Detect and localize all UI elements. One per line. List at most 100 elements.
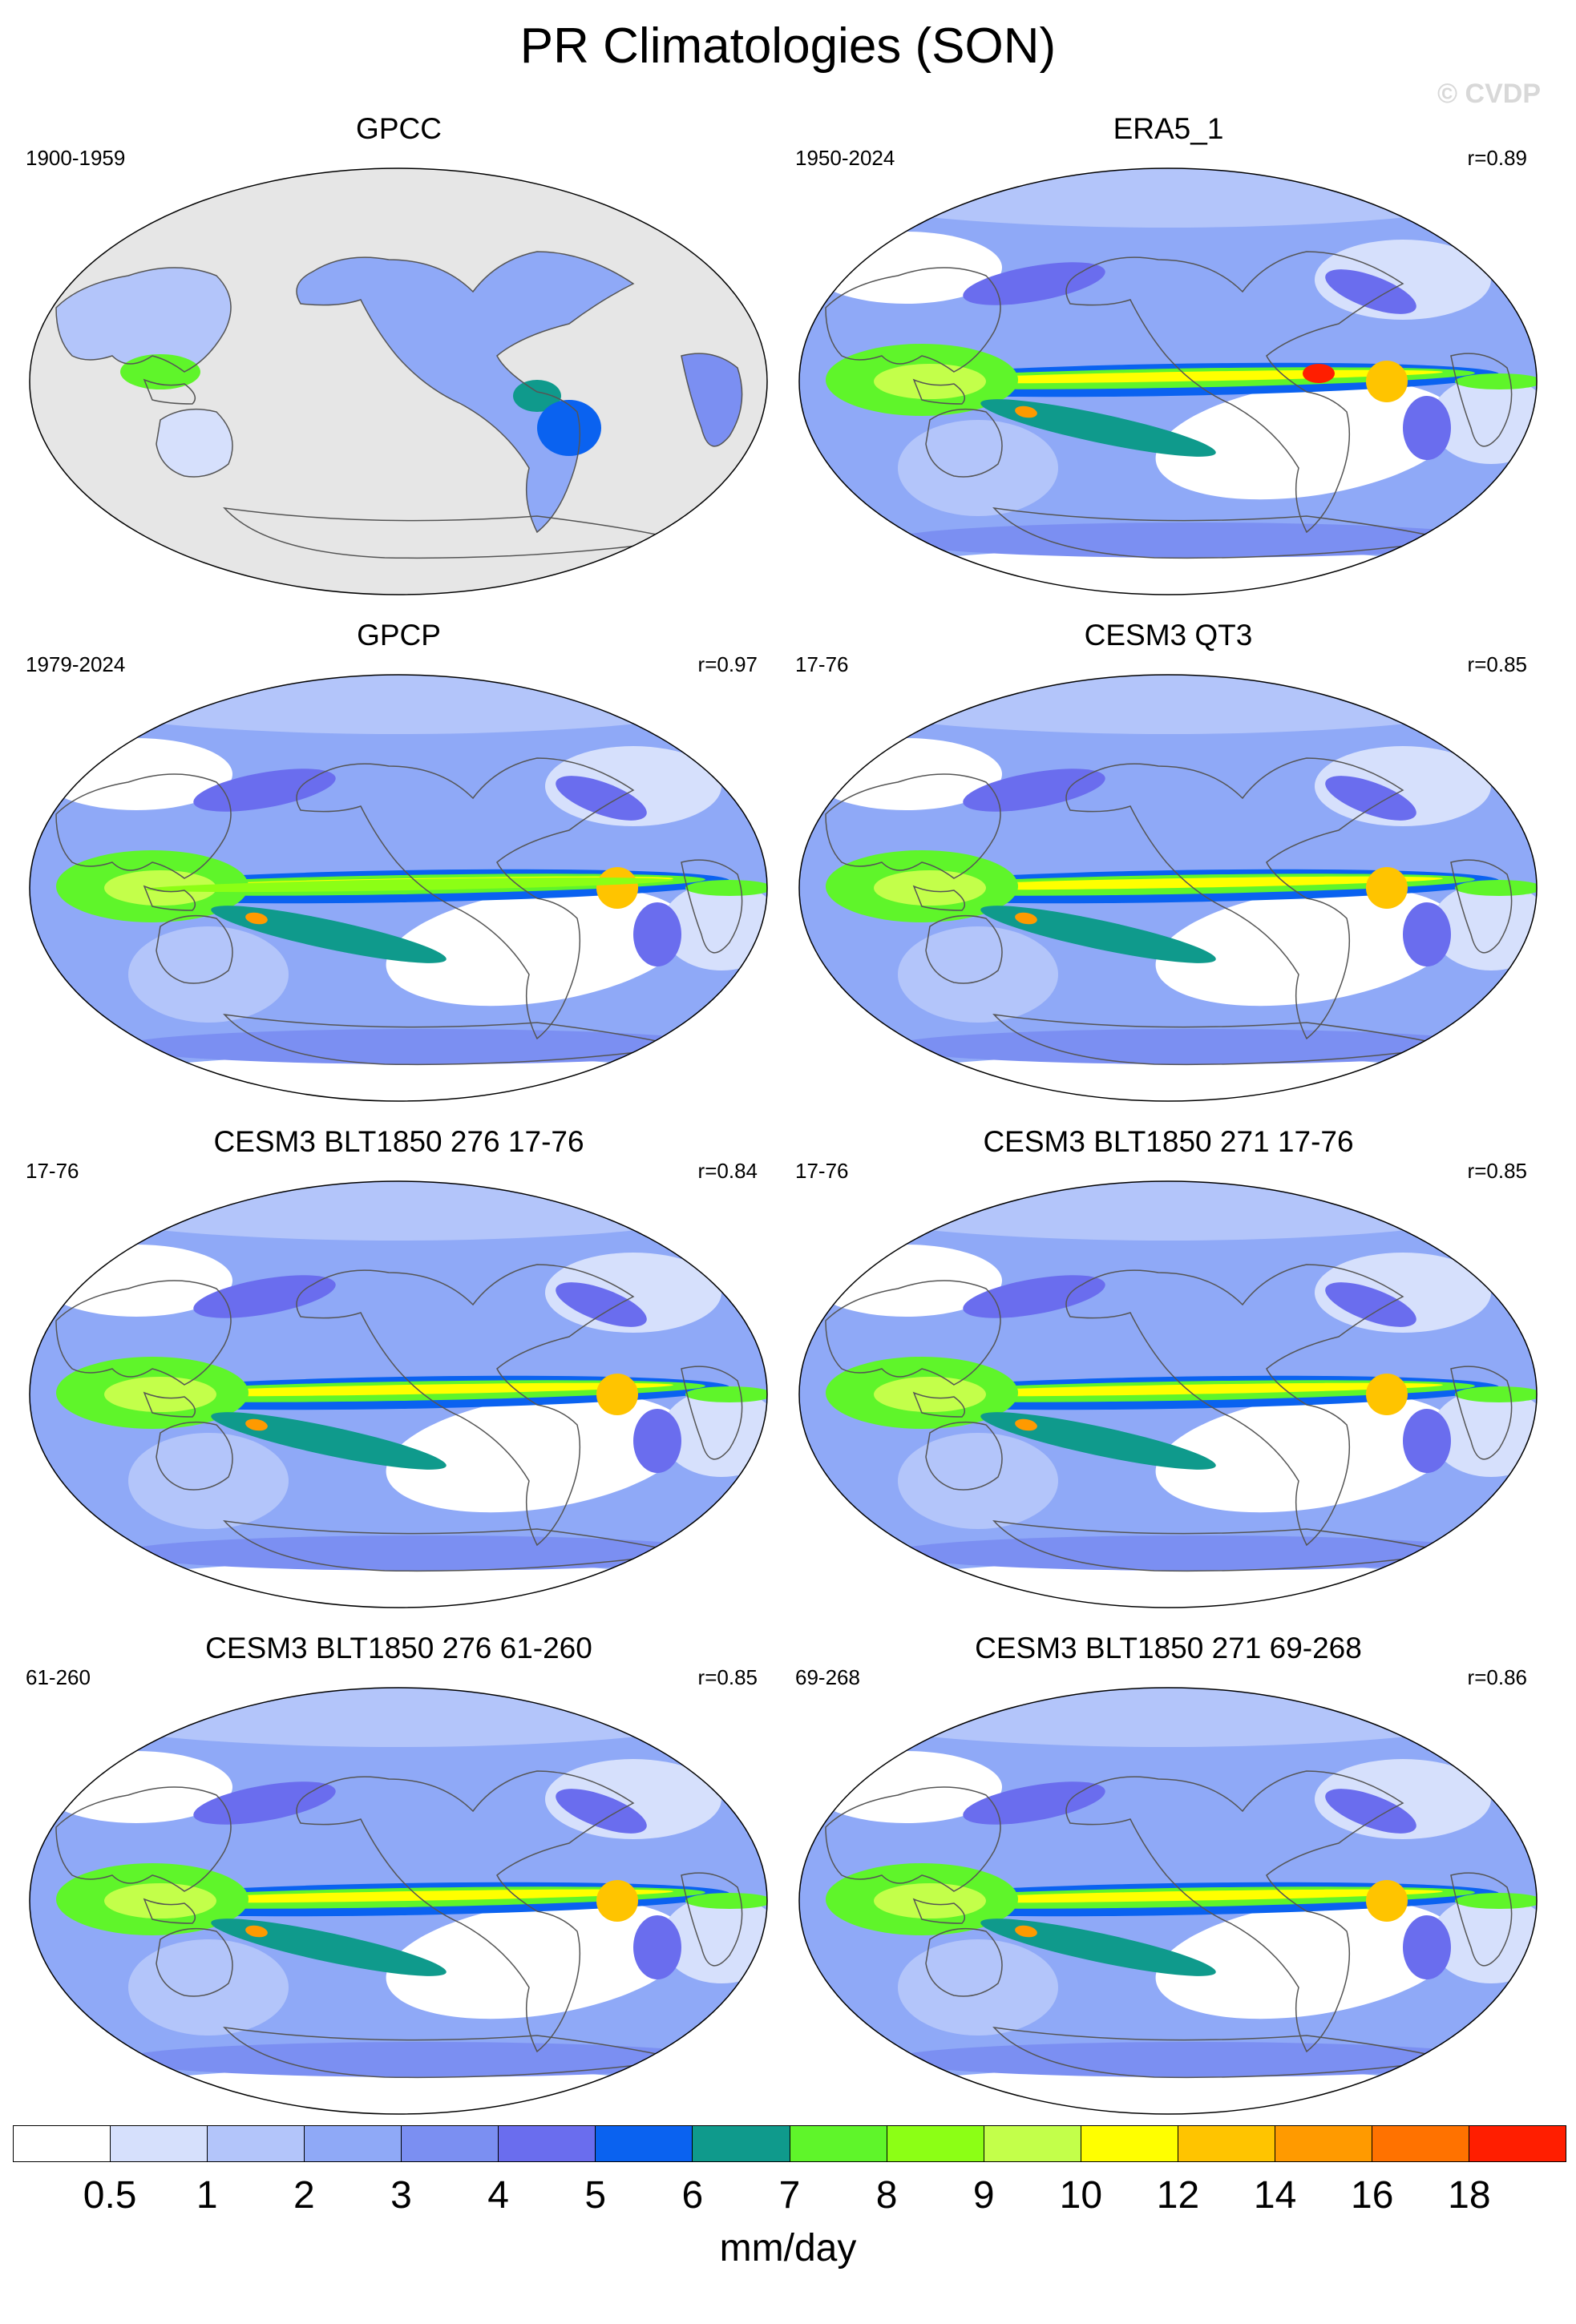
precip-land-maritime-continent <box>120 354 200 389</box>
precip-area-gulf-stream <box>556 1789 647 1834</box>
precip-area-spcz-peak <box>245 1925 268 1938</box>
panel-title: CESM3 QT3 <box>1084 619 1253 652</box>
colorbar-tick-label: 6 <box>681 2174 704 2217</box>
coastline <box>1065 1264 1404 1547</box>
precip-area-southern-ocean <box>120 1535 729 1571</box>
map-border <box>29 167 768 595</box>
precip-area-gulf-stream <box>1325 1789 1416 1834</box>
precip-area-spcz-peak <box>1015 1418 1037 1431</box>
map-panel-gpcc: GPCC 1900-1959 <box>24 112 774 609</box>
precip-map <box>29 674 768 1102</box>
precip-area-spcz-peak <box>245 1418 268 1431</box>
coastline <box>912 885 966 911</box>
precip-area-southern-ocean <box>120 2042 729 2077</box>
map-border <box>798 674 1538 1102</box>
colorbar <box>13 2125 1566 2162</box>
panel-title: CESM3 BLT1850 276 17-76 <box>213 1125 584 1158</box>
colorbar-swatch <box>693 2126 790 2161</box>
precip-area-southern-ocean <box>890 2042 1499 2077</box>
coastline <box>143 885 196 911</box>
precip-area-australia <box>128 1939 289 2036</box>
precip-map <box>29 167 768 595</box>
precip-area-se-pacific-dry <box>386 886 689 1007</box>
coastline <box>825 1786 1001 1892</box>
precip-area-panama <box>596 1374 638 1415</box>
precip-area-spcz-peak <box>1015 1925 1037 1938</box>
colorbar-tick-label: 16 <box>1351 2174 1394 2217</box>
precip-area-spcz-peak <box>1015 912 1037 925</box>
colorbar-tick-label: 10 <box>1059 2174 1103 2217</box>
precip-area-antarctic <box>831 1561 1505 1608</box>
coastline <box>55 1280 232 1386</box>
precip-area-amazon <box>1403 396 1451 460</box>
precip-area-australia <box>898 1433 1058 1529</box>
coastline <box>925 408 1003 478</box>
precip-map <box>798 674 1538 1102</box>
figure-title: PR Climatologies (SON) <box>519 18 1057 74</box>
precip-map <box>29 1180 768 1608</box>
precip-area-spcz <box>980 906 1216 963</box>
colorbar-swatch <box>1469 2126 1566 2161</box>
map-border <box>798 1180 1538 1608</box>
precip-map <box>798 1687 1538 2115</box>
precip-area-atlantic-itcz <box>1455 1893 1537 1909</box>
coastline <box>143 1898 196 1924</box>
precip-area-se-pacific-dry <box>386 1899 689 2019</box>
map-border <box>29 1180 768 1608</box>
precip-area-australia <box>898 1939 1058 2036</box>
precip-area-southern-ocean <box>890 522 1499 558</box>
precip-area-atlantic-itcz <box>1455 1386 1537 1402</box>
panel-title: ERA5_1 <box>1113 112 1224 145</box>
precip-area-atlantic-itcz <box>685 1386 767 1402</box>
precip-area-amazon <box>1403 1409 1451 1473</box>
coastline <box>1450 859 1513 954</box>
coastline <box>925 1927 1003 1997</box>
precip-area-atlantic-itcz <box>1455 373 1537 389</box>
coastline <box>1065 757 1404 1040</box>
precip-area-itcz-core <box>144 1889 673 1903</box>
colorbar-tick-label: 1 <box>196 2174 218 2217</box>
colorbar-tick-label: 7 <box>778 2174 801 2217</box>
precip-map <box>29 1687 768 2115</box>
precip-field <box>799 675 1537 1101</box>
panel-title: GPCC <box>356 112 442 145</box>
precip-area-panama <box>1366 1374 1408 1415</box>
precip-area-southern-ocean <box>120 1029 729 1064</box>
panel-period: 69-268 <box>795 1665 860 1689</box>
precip-field <box>30 168 767 595</box>
colorbar-tick-label: 2 <box>293 2174 315 2217</box>
colorbar-tick-label: 4 <box>487 2174 509 2217</box>
panel-correlation: r=0.84 <box>697 1159 758 1183</box>
precip-field <box>30 1688 767 2114</box>
precip-area-australia <box>898 420 1058 516</box>
precip-area-amazon <box>1403 902 1451 966</box>
coastline <box>1450 353 1513 447</box>
precip-field <box>799 1688 1537 2114</box>
colorbar-swatch <box>402 2126 499 2161</box>
precip-land-eurasia <box>56 268 231 372</box>
colorbar-swatch <box>305 2126 402 2161</box>
precip-area-se-pacific-dry <box>386 1393 689 1513</box>
precip-area-warm-pool-core <box>104 1883 216 1919</box>
precip-area-itcz-core <box>914 1889 1443 1903</box>
precip-area-e-pacific-peak <box>1303 364 1335 383</box>
precip-area-spcz-peak <box>1015 405 1037 418</box>
precip-field <box>799 1181 1537 1608</box>
precip-area-antarctic <box>62 1561 735 1608</box>
panel-period: 61-260 <box>26 1665 91 1689</box>
colorbar-swatch <box>887 2126 984 2161</box>
coastline <box>156 1927 233 1997</box>
precip-area-arctic <box>799 1181 1537 1241</box>
map-border <box>798 167 1538 595</box>
precip-area-arctic <box>799 1688 1537 1747</box>
coastline <box>912 1898 966 1924</box>
colorbar-swatch <box>1372 2126 1469 2161</box>
precip-area-gulf-stream <box>556 1282 647 1327</box>
precip-area-warm-pool-core <box>874 364 986 399</box>
precip-area-spcz <box>211 906 447 963</box>
precip-field <box>30 1181 767 1608</box>
map-panel-blt1850-271-17-76: CESM3 BLT1850 271 17-76 17-76 r=0.85 <box>794 1125 1543 1622</box>
precip-area-itcz-core <box>144 1382 673 1397</box>
colorbar-swatch <box>208 2126 305 2161</box>
precip-area-antarctic <box>62 1055 735 1101</box>
